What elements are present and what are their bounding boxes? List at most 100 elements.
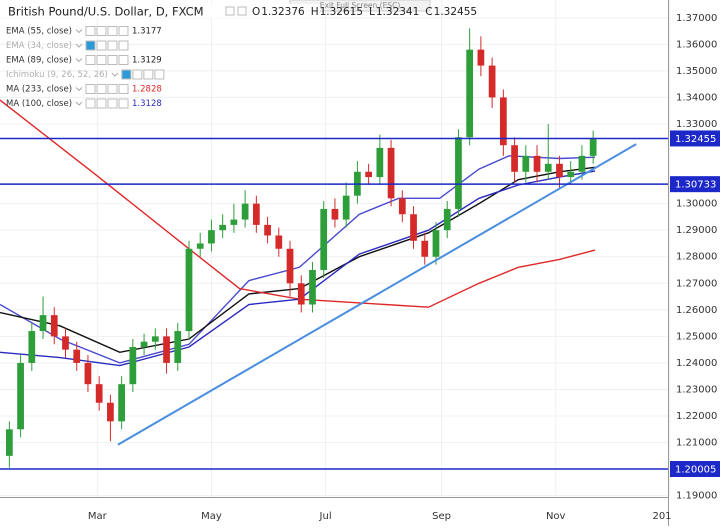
y-tick-label: 1.27000 (676, 278, 717, 289)
dropdown-icon[interactable] (111, 72, 119, 77)
candle-body (140, 341, 148, 347)
candle-body (466, 49, 474, 138)
dropdown-icon[interactable] (75, 87, 83, 92)
ohlc-value: 1.32341 (376, 6, 419, 18)
candle-body (95, 384, 103, 403)
y-tick-label: 1.21000 (676, 438, 717, 449)
indicator-icon[interactable] (118, 55, 129, 65)
indicator-icon[interactable] (96, 98, 107, 109)
trendline (117, 143, 637, 446)
candle-body (533, 155, 541, 172)
indicator-name: EMA (55, close) (6, 27, 72, 37)
indicator-icon[interactable] (107, 26, 118, 36)
candle-body (556, 163, 563, 178)
candle-body (28, 331, 36, 363)
x-tick-label: Jul (319, 511, 332, 522)
indicator-value: 1.3129 (132, 56, 162, 66)
indicator-icon[interactable] (143, 69, 154, 80)
indicator-icon[interactable] (118, 26, 129, 36)
candle-body (219, 224, 227, 231)
candle-body (62, 336, 69, 350)
dropdown-icon[interactable] (75, 58, 83, 63)
candle-body (499, 97, 507, 146)
ohlc-key: C (425, 6, 432, 18)
indicator-icon[interactable] (107, 84, 118, 94)
ohlc-value: 1.32615 (320, 6, 363, 18)
indicator-name: Ichimoku (9, 26, 52, 26) (6, 70, 108, 80)
exit-label[interactable]: Exit Full Screen (ESC) (320, 1, 401, 10)
indicator-name: EMA (34, close) (6, 41, 72, 51)
indicator-icon[interactable] (85, 84, 96, 94)
x-tick-label: Sep (432, 511, 451, 522)
dropdown-icon[interactable] (75, 29, 83, 34)
y-tick-label: 1.25000 (676, 331, 717, 342)
indicator-icon[interactable] (118, 40, 129, 51)
legend: British Pound/U.S. Dollar, D, FXCM O 1.323… (0, 4, 477, 109)
candle-body (578, 155, 586, 172)
symbol-title: British Pound/U.S. Dollar, D, FXCM (8, 5, 204, 19)
level-label: 1.32455 (675, 134, 716, 145)
y-tick-label: 1.24000 (676, 358, 717, 369)
dropdown-icon[interactable] (75, 43, 83, 48)
indicator-icon[interactable] (132, 69, 143, 80)
indicator-icon[interactable] (96, 84, 107, 94)
y-tick-label: 1.30000 (676, 199, 717, 210)
candle-body (342, 195, 350, 220)
indicator-name: EMA (89, close) (6, 56, 72, 66)
candle-body (589, 138, 597, 156)
y-tick-label: 1.35000 (676, 66, 717, 77)
candle-body (365, 171, 372, 178)
candle-body (163, 336, 170, 363)
icon[interactable] (237, 6, 247, 16)
indicator-name: MA (100, close) (6, 99, 72, 109)
candle-body (297, 283, 305, 305)
indicator-icon[interactable] (107, 40, 118, 51)
level-badge (670, 176, 720, 193)
indicator-icon[interactable] (118, 98, 129, 109)
candle-body (522, 155, 530, 172)
x-tick-label: 201 (652, 511, 671, 522)
indicator-icon[interactable] (96, 55, 107, 65)
candle-body (5, 429, 13, 456)
candle-body (421, 240, 429, 257)
indicator-icon[interactable] (107, 98, 118, 109)
ohlc-value: 1.32455 (434, 6, 477, 18)
indicator-icon[interactable] (96, 40, 107, 51)
candle-body (39, 315, 47, 332)
y-tick-label: 1.19000 (676, 491, 717, 502)
candle-body (118, 384, 125, 422)
indicator-name: MA (233, close) (6, 85, 72, 95)
candle-body (488, 65, 496, 98)
candle-body (410, 214, 417, 241)
candle-body (84, 362, 92, 385)
indicator-icon[interactable] (154, 69, 165, 80)
candle-body (286, 248, 294, 284)
candle-body (230, 219, 238, 225)
candle-body (443, 208, 451, 231)
icon[interactable] (225, 6, 235, 16)
indicator-icon[interactable] (85, 40, 96, 51)
candle-body (376, 147, 384, 178)
candle-body (252, 203, 260, 225)
y-tick-label: 1.22000 (676, 411, 717, 422)
candle-body (73, 349, 81, 363)
indicator-icon[interactable] (96, 26, 107, 36)
dropdown-icon[interactable] (75, 101, 83, 106)
candle-body (398, 198, 406, 215)
indicator-icon[interactable] (118, 84, 129, 94)
ohlc-key: H (311, 6, 319, 18)
candle-body (17, 362, 24, 430)
candle-body (275, 235, 283, 249)
candle-body (174, 331, 182, 363)
indicator-icon[interactable] (85, 55, 96, 65)
candle-body (544, 163, 552, 172)
indicator-icon[interactable] (85, 98, 96, 109)
indicator-value: 1.3177 (132, 27, 162, 37)
indicator-icon[interactable] (85, 26, 96, 36)
candle-body (50, 315, 58, 337)
indicator-icon[interactable] (121, 69, 132, 80)
indicator-line (0, 155, 596, 364)
indicator-icon[interactable] (107, 55, 118, 65)
